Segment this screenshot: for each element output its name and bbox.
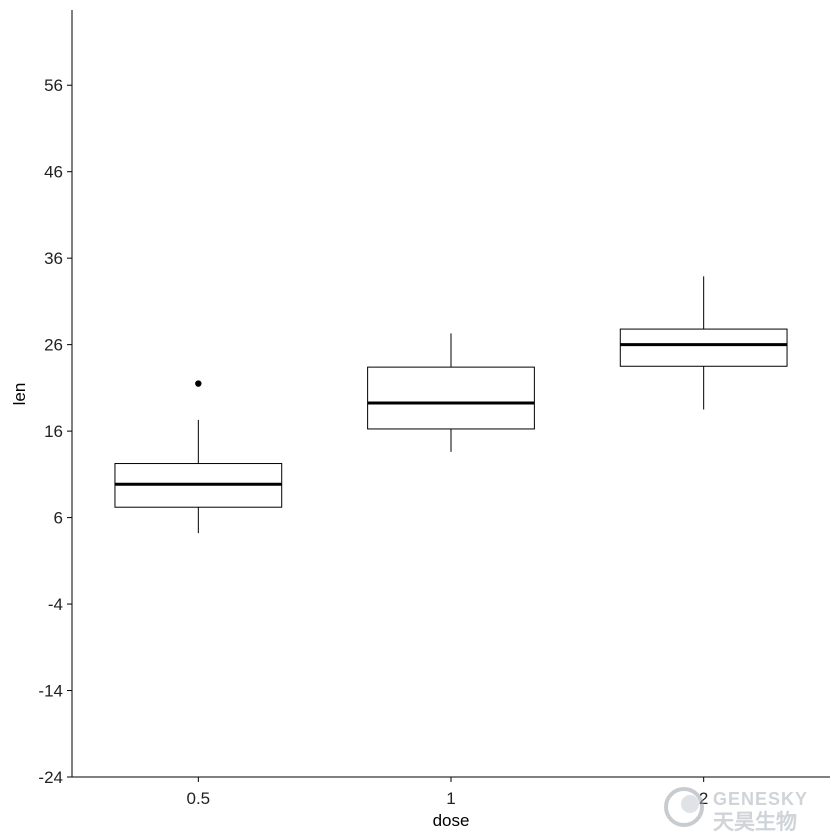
y-axis-ticks: -24 -14 -4 6 16 26 36 46 56 xyxy=(38,76,72,787)
watermark-text-cn: 天昊生物 xyxy=(713,810,797,834)
x-tick-label: 2 xyxy=(699,789,708,808)
box-iqr xyxy=(367,366,535,430)
y-tick-label: -24 xyxy=(38,768,63,787)
y-tick-label: 6 xyxy=(54,509,63,528)
x-axis-ticks: 0.5 1 2 xyxy=(187,777,708,808)
boxes xyxy=(114,276,788,534)
box-2 xyxy=(619,276,788,410)
box-iqr xyxy=(619,328,788,367)
x-axis-title: dose xyxy=(433,811,470,830)
y-axis-title: len xyxy=(10,383,29,406)
watermark-logo: GENESKY 天昊生物 xyxy=(664,787,808,834)
genesky-logo-icon xyxy=(664,787,704,827)
y-tick-label: 16 xyxy=(44,422,63,441)
y-tick-label: 36 xyxy=(44,249,63,268)
y-tick-label: 26 xyxy=(44,336,63,355)
y-tick-label: -4 xyxy=(48,595,63,614)
y-tick-label: 46 xyxy=(44,163,63,182)
watermark-text-en: GENESKY xyxy=(713,789,808,809)
x-tick-label: 1 xyxy=(446,789,455,808)
box-0.5 xyxy=(114,380,283,534)
y-tick-label: -14 xyxy=(38,682,63,701)
box-1 xyxy=(367,333,535,452)
y-tick-label: 56 xyxy=(44,76,63,95)
outlier-point xyxy=(195,380,202,387)
x-tick-label: 0.5 xyxy=(187,789,211,808)
